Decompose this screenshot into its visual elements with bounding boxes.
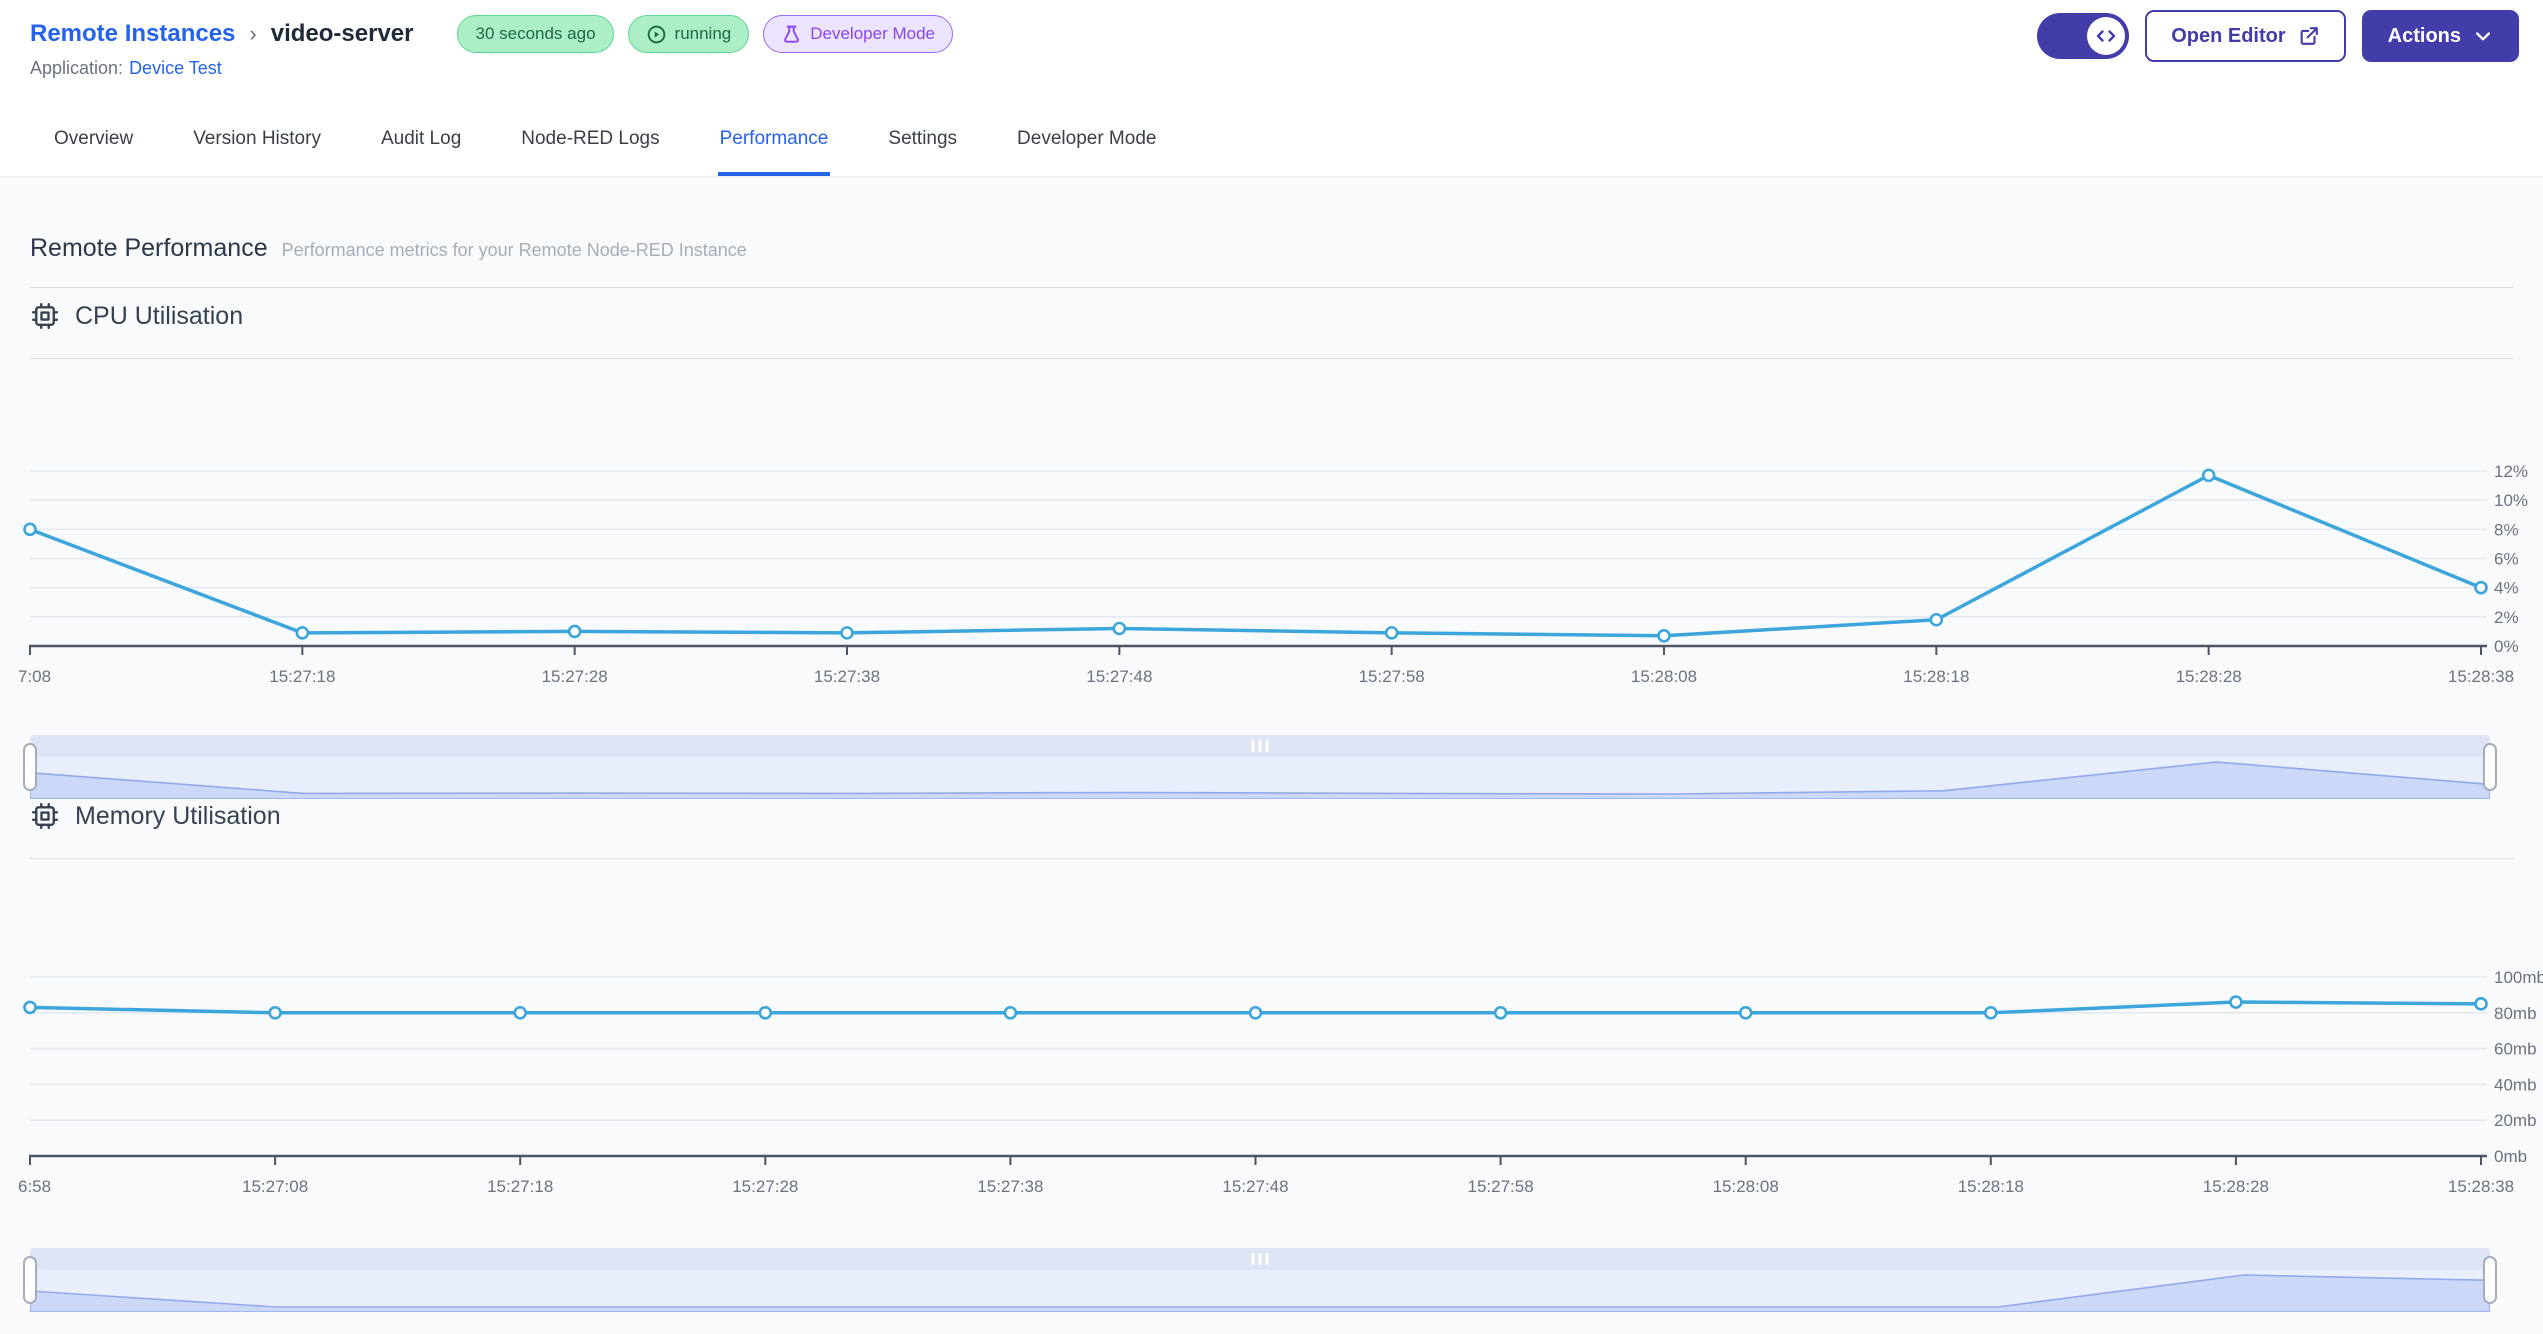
tab-developer-mode[interactable]: Developer Mode: [1017, 128, 1157, 149]
cpu-section-header: CPU Utilisation: [30, 301, 243, 331]
brush-right-handle[interactable]: [2483, 1256, 2497, 1304]
svg-text:15:27:28: 15:27:28: [732, 1177, 798, 1196]
svg-text:6:58: 6:58: [18, 1177, 51, 1196]
cpu-chart-zoom-brush[interactable]: [23, 735, 2497, 799]
page-subtitle: Performance metrics for your Remote Node…: [281, 240, 747, 260]
svg-text:15:28:08: 15:28:08: [1713, 1177, 1779, 1196]
svg-text:12%: 12%: [2494, 462, 2528, 481]
brush-right-handle[interactable]: [2483, 743, 2497, 791]
svg-text:15:28:18: 15:28:18: [1903, 667, 1969, 686]
developer-mode-toggle[interactable]: [2037, 13, 2130, 59]
cpu-chip-icon: [31, 302, 59, 330]
breadcrumb: Remote Instances › video-server 30 secon…: [30, 12, 953, 56]
svg-text:2%: 2%: [2494, 608, 2519, 627]
svg-text:15:27:18: 15:27:18: [269, 667, 335, 686]
svg-text:15:28:28: 15:28:28: [2203, 1177, 2269, 1196]
svg-text:40mb: 40mb: [2494, 1075, 2537, 1094]
svg-text:15:28:08: 15:28:08: [1631, 667, 1697, 686]
brush-grip-icon[interactable]: [1251, 1253, 1269, 1265]
svg-text:15:27:18: 15:27:18: [487, 1177, 553, 1196]
svg-text:100mb: 100mb: [2494, 968, 2543, 987]
header-controls: Open Editor Actions: [2037, 10, 2519, 62]
page-title-block: Remote Performance Performance metrics f…: [30, 234, 747, 263]
brush-grip-icon[interactable]: [1251, 740, 1269, 752]
cpu-section-title: CPU Utilisation: [75, 301, 244, 330]
brush-left-handle[interactable]: [23, 743, 37, 791]
code-icon: [2097, 30, 2116, 42]
svg-text:15:27:08: 15:27:08: [242, 1177, 308, 1196]
actions-button[interactable]: Actions: [2361, 10, 2519, 62]
cpu-utilisation-chart: 0% 2% 4% 6% 8% 10% 12% 7:08 15:27:18 15:27:28 15:2…: [18, 462, 2528, 686]
chevron-down-icon: [2476, 32, 2490, 41]
breadcrumb-remote-instances-link[interactable]: Remote Instances: [30, 20, 236, 47]
instance-tabs: Overview Version History Audit Log Node-…: [52, 128, 1158, 176]
svg-text:15:27:28: 15:27:28: [542, 667, 608, 686]
tab-performance[interactable]: Performance: [717, 128, 831, 176]
page-title: Remote Performance: [30, 234, 268, 262]
play-circle-icon: [647, 25, 665, 43]
svg-text:15:28:28: 15:28:28: [2176, 667, 2242, 686]
tab-settings[interactable]: Settings: [888, 128, 958, 149]
svg-text:8%: 8%: [2494, 520, 2519, 539]
tab-overview[interactable]: Overview: [54, 128, 134, 149]
status-badges: 30 seconds ago running Developer Mode: [457, 15, 953, 53]
brush-minimap[interactable]: [30, 757, 2490, 799]
svg-text:15:27:48: 15:27:48: [1086, 667, 1152, 686]
divider: [30, 858, 2513, 859]
svg-text:15:27:38: 15:27:38: [814, 667, 880, 686]
tab-version-history[interactable]: Version History: [193, 128, 321, 149]
divider: [30, 287, 2513, 288]
flask-icon: [784, 25, 800, 43]
svg-text:15:28:38: 15:28:38: [2448, 667, 2514, 686]
brush-minimap[interactable]: [30, 1270, 2490, 1312]
svg-text:10%: 10%: [2494, 491, 2528, 510]
svg-text:20mb: 20mb: [2494, 1111, 2537, 1130]
svg-text:6%: 6%: [2494, 550, 2519, 569]
svg-text:15:27:38: 15:27:38: [977, 1177, 1043, 1196]
brush-left-handle[interactable]: [23, 1256, 37, 1304]
application-link[interactable]: Device Test: [129, 58, 222, 78]
memory-utilisation-chart: 0mb 20mb 40mb 60mb 80mb 100mb 6:58 15:27:08 15:2…: [18, 968, 2543, 1196]
svg-text:15:28:38: 15:28:38: [2448, 1177, 2514, 1196]
memory-section-title: Memory Utilisation: [75, 801, 281, 830]
running-status-text: running: [674, 24, 732, 43]
svg-text:80mb: 80mb: [2494, 1004, 2537, 1023]
external-link-icon: [2300, 27, 2318, 45]
last-seen-text: 30 seconds ago: [475, 24, 596, 43]
page-header: Remote Instances › video-server 30 secon…: [0, 0, 2543, 177]
developer-mode-badge: Developer Mode: [763, 15, 953, 53]
svg-text:4%: 4%: [2494, 579, 2519, 598]
divider: [30, 358, 2513, 359]
actions-label: Actions: [2387, 24, 2461, 47]
open-editor-label: Open Editor: [2171, 24, 2286, 47]
application-row: Application: Device Test: [30, 58, 222, 79]
svg-text:15:27:58: 15:27:58: [1468, 1177, 1534, 1196]
tab-audit-log[interactable]: Audit Log: [380, 128, 462, 149]
svg-text:7:08: 7:08: [18, 667, 51, 686]
svg-text:15:27:48: 15:27:48: [1222, 1177, 1288, 1196]
svg-text:0%: 0%: [2494, 637, 2519, 656]
svg-text:0mb: 0mb: [2494, 1147, 2527, 1166]
svg-text:15:28:18: 15:28:18: [1958, 1177, 2024, 1196]
running-status-badge: running: [627, 15, 750, 53]
application-label: Application:: [30, 58, 124, 78]
tab-node-red-logs[interactable]: Node-RED Logs: [521, 128, 660, 149]
cpu-chip-icon: [31, 802, 59, 830]
open-editor-button[interactable]: Open Editor: [2145, 10, 2346, 62]
breadcrumb-separator: ›: [249, 21, 257, 46]
toggle-knob: [2087, 17, 2126, 55]
memory-chart-zoom-brush[interactable]: [23, 1248, 2497, 1312]
memory-section-header: Memory Utilisation: [30, 801, 281, 831]
last-seen-badge: 30 seconds ago: [457, 15, 614, 53]
svg-text:15:27:58: 15:27:58: [1359, 667, 1425, 686]
svg-text:60mb: 60mb: [2494, 1040, 2537, 1059]
instance-name: video-server: [270, 20, 414, 47]
developer-mode-text: Developer Mode: [810, 24, 935, 43]
